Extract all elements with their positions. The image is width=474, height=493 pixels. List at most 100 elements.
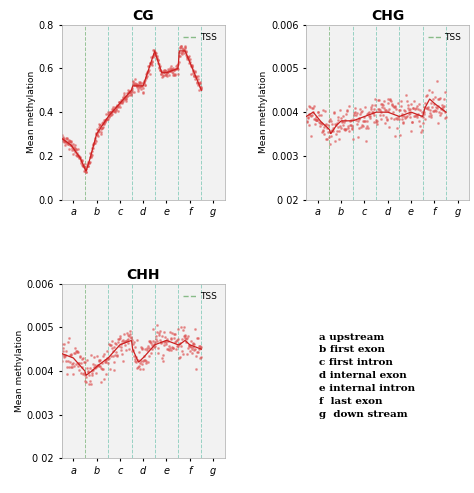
Point	[103, 110, 110, 118]
Point	[341, 116, 348, 124]
Point	[83, 355, 91, 363]
Point	[133, 81, 141, 89]
Point	[178, 347, 186, 355]
Point	[394, 113, 402, 121]
Point	[73, 149, 81, 157]
Point	[330, 108, 337, 116]
Y-axis label: Mean methylation: Mean methylation	[27, 71, 36, 153]
Point	[64, 140, 72, 147]
Point	[159, 71, 167, 79]
Point	[99, 124, 106, 132]
Point	[122, 95, 129, 103]
Point	[360, 117, 367, 125]
Point	[90, 141, 97, 149]
Point	[352, 116, 360, 124]
Point	[336, 106, 344, 114]
Point	[140, 356, 148, 364]
Point	[68, 142, 75, 150]
Point	[144, 69, 152, 76]
Point	[86, 158, 93, 166]
Point	[101, 358, 109, 366]
Point	[373, 116, 381, 124]
Point	[106, 341, 114, 349]
Point	[348, 125, 356, 133]
Point	[408, 118, 416, 126]
Point	[190, 68, 197, 75]
Point	[91, 140, 98, 147]
Point	[149, 324, 156, 332]
Point	[173, 61, 181, 69]
Point	[93, 125, 101, 133]
Point	[417, 128, 425, 136]
Point	[104, 115, 112, 123]
Point	[193, 349, 201, 356]
Point	[134, 336, 141, 344]
Point	[154, 56, 162, 64]
Point	[407, 106, 414, 113]
Point	[384, 99, 392, 107]
Point	[105, 111, 113, 119]
Point	[145, 352, 152, 359]
Point	[133, 364, 141, 372]
Point	[323, 135, 330, 143]
Point	[141, 81, 148, 89]
Point	[442, 113, 450, 121]
Point	[173, 337, 180, 345]
Point	[91, 134, 98, 142]
Point	[439, 106, 447, 114]
Point	[393, 124, 401, 132]
Point	[133, 80, 140, 88]
Point	[139, 360, 146, 368]
Point	[165, 71, 173, 79]
Point	[140, 77, 147, 85]
Point	[71, 144, 79, 152]
Point	[153, 54, 161, 62]
Point	[132, 343, 139, 351]
Point	[173, 342, 181, 350]
Point	[303, 116, 311, 124]
Point	[322, 135, 330, 143]
Point	[169, 71, 176, 79]
Point	[391, 102, 399, 110]
Point	[157, 67, 165, 75]
Point	[379, 111, 387, 119]
Point	[130, 80, 137, 88]
Point	[180, 323, 188, 331]
Point	[166, 64, 173, 72]
Point	[92, 369, 100, 377]
Point	[187, 62, 195, 70]
Point	[94, 129, 102, 137]
Point	[197, 342, 204, 350]
Point	[77, 156, 84, 164]
Point	[72, 145, 80, 153]
Text: a upstream
b first exon
c first intron
d internal exon
e internal intron
f  last: a upstream b first exon c first intron d…	[319, 333, 415, 419]
Point	[137, 343, 145, 351]
Point	[66, 358, 74, 366]
Point	[58, 340, 65, 348]
Point	[315, 108, 322, 116]
Point	[412, 111, 420, 119]
Point	[177, 49, 185, 57]
Point	[168, 65, 175, 73]
Point	[120, 91, 128, 99]
Point	[418, 111, 425, 119]
Point	[361, 104, 368, 111]
Point	[143, 72, 151, 80]
Point	[87, 153, 94, 161]
Point	[354, 133, 362, 141]
Point	[317, 119, 324, 127]
Point	[75, 359, 82, 367]
Point	[67, 351, 74, 359]
Point	[197, 85, 205, 93]
Point	[128, 88, 136, 96]
Point	[383, 113, 390, 121]
Point	[336, 135, 343, 143]
Point	[70, 370, 77, 378]
Point	[148, 61, 155, 69]
Point	[161, 71, 168, 79]
Point	[65, 363, 73, 371]
Point	[60, 138, 67, 145]
Point	[71, 344, 79, 352]
Point	[191, 75, 199, 83]
Point	[61, 137, 69, 144]
